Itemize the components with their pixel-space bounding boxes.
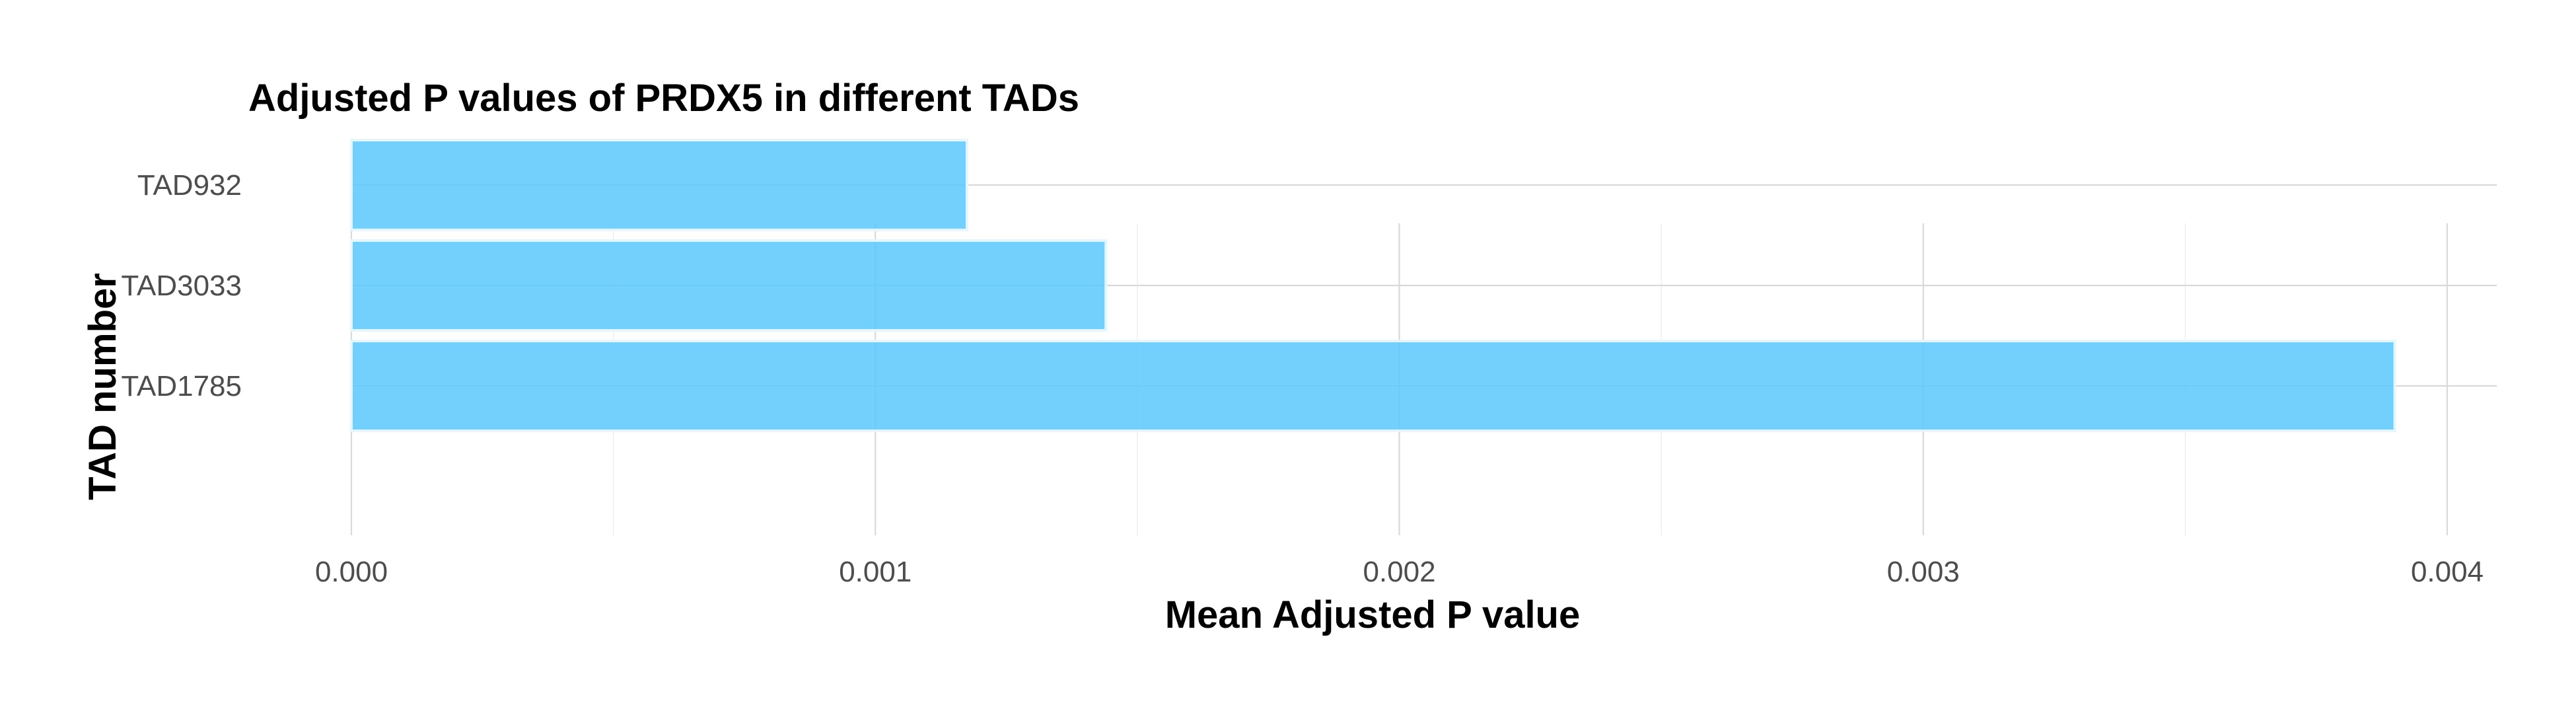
x-tick-label: 0.003 [1887,556,1960,588]
x-tick-label: 0.000 [315,556,388,588]
bar-tad932 [350,139,969,231]
chart-title: Adjusted P values of PRDX5 in different … [248,77,1079,120]
bar-tad3033 [350,239,1108,332]
x-axis-ticks: 0.000 0.001 0.002 0.003 0.004 [315,556,2484,588]
y-axis-title: TAD number [81,273,124,500]
x-tick-label: 0.004 [2411,556,2484,588]
bar-tad1785 [350,340,2396,432]
x-tick-label: 0.001 [839,556,912,588]
x-axis-title: Mean Adjusted P value [1165,593,1581,636]
bars [350,139,2396,432]
y-tick-label: TAD3033 [121,270,242,302]
y-tick-label: TAD932 [137,169,242,202]
y-tick-label: TAD1785 [121,370,242,402]
y-axis-ticks: TAD932 TAD3033 TAD1785 [121,169,242,402]
x-tick-label: 0.002 [1363,556,1435,588]
